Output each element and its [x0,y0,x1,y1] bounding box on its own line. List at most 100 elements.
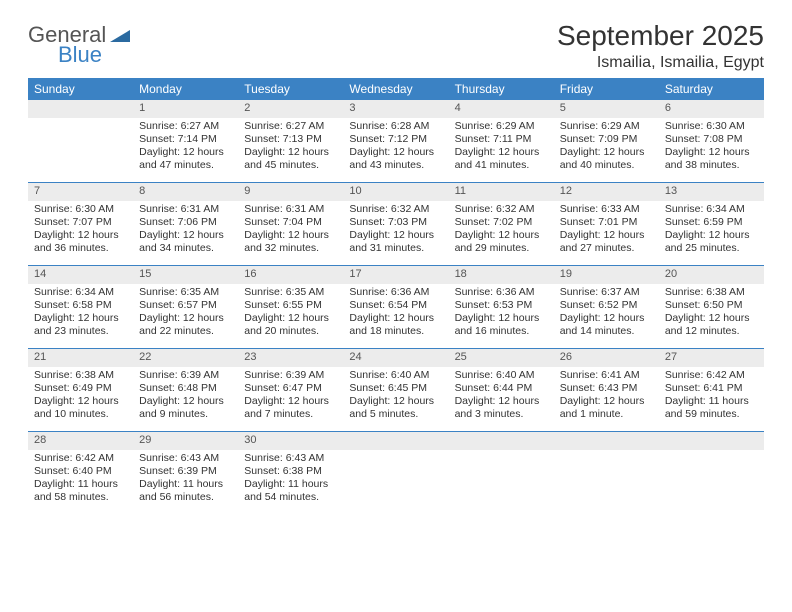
daylight-text: Daylight: 12 hours and 22 minutes. [139,312,232,338]
sunset-text: Sunset: 7:06 PM [139,216,232,229]
daylight-text: Daylight: 12 hours and 43 minutes. [349,146,442,172]
day-info: Sunrise: 6:37 AMSunset: 6:52 PMDaylight:… [554,284,659,345]
day-cell: 24Sunrise: 6:40 AMSunset: 6:45 PMDayligh… [343,349,448,431]
day-cell: 6Sunrise: 6:30 AMSunset: 7:08 PMDaylight… [659,100,764,182]
day-info: Sunrise: 6:27 AMSunset: 7:13 PMDaylight:… [238,118,343,179]
day-info: Sunrise: 6:36 AMSunset: 6:53 PMDaylight:… [449,284,554,345]
day-info: Sunrise: 6:32 AMSunset: 7:03 PMDaylight:… [343,201,448,262]
day-number [449,432,554,450]
sunset-text: Sunset: 7:04 PM [244,216,337,229]
day-info: Sunrise: 6:31 AMSunset: 7:04 PMDaylight:… [238,201,343,262]
day-number: 19 [554,266,659,284]
sunrise-text: Sunrise: 6:33 AM [560,203,653,216]
calendar-page: General Blue September 2025 Ismailia, Is… [0,0,792,534]
day-cell: 26Sunrise: 6:41 AMSunset: 6:43 PMDayligh… [554,349,659,431]
day-info: Sunrise: 6:42 AMSunset: 6:40 PMDaylight:… [28,450,133,511]
day-cell: 4Sunrise: 6:29 AMSunset: 7:11 PMDaylight… [449,100,554,182]
day-number: 12 [554,183,659,201]
day-cell: 21Sunrise: 6:38 AMSunset: 6:49 PMDayligh… [28,349,133,431]
day-number: 25 [449,349,554,367]
day-info: Sunrise: 6:29 AMSunset: 7:09 PMDaylight:… [554,118,659,179]
daylight-text: Daylight: 12 hours and 38 minutes. [665,146,758,172]
weekday-label: Tuesday [238,78,343,100]
day-number: 5 [554,100,659,118]
sunset-text: Sunset: 6:58 PM [34,299,127,312]
week-row: 21Sunrise: 6:38 AMSunset: 6:49 PMDayligh… [28,349,764,432]
weekday-label: Sunday [28,78,133,100]
day-number: 22 [133,349,238,367]
sunset-text: Sunset: 6:52 PM [560,299,653,312]
brand-word2: Blue [58,44,130,66]
brand-text: General Blue [28,24,130,66]
day-cell: 13Sunrise: 6:34 AMSunset: 6:59 PMDayligh… [659,183,764,265]
day-number: 30 [238,432,343,450]
day-info: Sunrise: 6:38 AMSunset: 6:49 PMDaylight:… [28,367,133,428]
sunrise-text: Sunrise: 6:43 AM [244,452,337,465]
day-info: Sunrise: 6:36 AMSunset: 6:54 PMDaylight:… [343,284,448,345]
day-number: 29 [133,432,238,450]
sunrise-text: Sunrise: 6:37 AM [560,286,653,299]
week-row: 7Sunrise: 6:30 AMSunset: 7:07 PMDaylight… [28,183,764,266]
weekday-label: Thursday [449,78,554,100]
day-cell: 18Sunrise: 6:36 AMSunset: 6:53 PMDayligh… [449,266,554,348]
day-number: 13 [659,183,764,201]
day-number: 16 [238,266,343,284]
day-number: 27 [659,349,764,367]
sunset-text: Sunset: 6:50 PM [665,299,758,312]
day-number [554,432,659,450]
day-info: Sunrise: 6:34 AMSunset: 6:58 PMDaylight:… [28,284,133,345]
sunset-text: Sunset: 7:07 PM [34,216,127,229]
sunrise-text: Sunrise: 6:36 AM [349,286,442,299]
sunrise-text: Sunrise: 6:35 AM [244,286,337,299]
day-info: Sunrise: 6:32 AMSunset: 7:02 PMDaylight:… [449,201,554,262]
sunset-text: Sunset: 6:49 PM [34,382,127,395]
day-cell: 19Sunrise: 6:37 AMSunset: 6:52 PMDayligh… [554,266,659,348]
daylight-text: Daylight: 12 hours and 20 minutes. [244,312,337,338]
daylight-text: Daylight: 12 hours and 40 minutes. [560,146,653,172]
day-cell: 3Sunrise: 6:28 AMSunset: 7:12 PMDaylight… [343,100,448,182]
sunrise-text: Sunrise: 6:27 AM [139,120,232,133]
sunrise-text: Sunrise: 6:41 AM [560,369,653,382]
daylight-text: Daylight: 12 hours and 5 minutes. [349,395,442,421]
sunrise-text: Sunrise: 6:27 AM [244,120,337,133]
day-cell [28,100,133,182]
day-number: 2 [238,100,343,118]
day-cell: 8Sunrise: 6:31 AMSunset: 7:06 PMDaylight… [133,183,238,265]
day-number: 14 [28,266,133,284]
daylight-text: Daylight: 12 hours and 25 minutes. [665,229,758,255]
day-info: Sunrise: 6:39 AMSunset: 6:48 PMDaylight:… [133,367,238,428]
daylight-text: Daylight: 11 hours and 59 minutes. [665,395,758,421]
sunrise-text: Sunrise: 6:28 AM [349,120,442,133]
daylight-text: Daylight: 12 hours and 12 minutes. [665,312,758,338]
daylight-text: Daylight: 12 hours and 3 minutes. [455,395,548,421]
day-number: 15 [133,266,238,284]
day-number: 7 [28,183,133,201]
day-info: Sunrise: 6:30 AMSunset: 7:07 PMDaylight:… [28,201,133,262]
sunset-text: Sunset: 6:44 PM [455,382,548,395]
weekday-label: Monday [133,78,238,100]
sunrise-text: Sunrise: 6:29 AM [455,120,548,133]
day-number: 26 [554,349,659,367]
day-cell: 5Sunrise: 6:29 AMSunset: 7:09 PMDaylight… [554,100,659,182]
day-cell: 25Sunrise: 6:40 AMSunset: 6:44 PMDayligh… [449,349,554,431]
day-cell [343,432,448,514]
day-cell: 30Sunrise: 6:43 AMSunset: 6:38 PMDayligh… [238,432,343,514]
day-info: Sunrise: 6:34 AMSunset: 6:59 PMDaylight:… [659,201,764,262]
daylight-text: Daylight: 12 hours and 34 minutes. [139,229,232,255]
sunset-text: Sunset: 6:53 PM [455,299,548,312]
sunrise-text: Sunrise: 6:42 AM [665,369,758,382]
day-number [343,432,448,450]
sunrise-text: Sunrise: 6:43 AM [139,452,232,465]
daylight-text: Daylight: 12 hours and 32 minutes. [244,229,337,255]
day-cell [554,432,659,514]
day-cell: 1Sunrise: 6:27 AMSunset: 7:14 PMDaylight… [133,100,238,182]
day-info: Sunrise: 6:38 AMSunset: 6:50 PMDaylight:… [659,284,764,345]
sunrise-text: Sunrise: 6:42 AM [34,452,127,465]
daylight-text: Daylight: 12 hours and 41 minutes. [455,146,548,172]
sunrise-text: Sunrise: 6:35 AM [139,286,232,299]
day-cell: 7Sunrise: 6:30 AMSunset: 7:07 PMDaylight… [28,183,133,265]
day-info: Sunrise: 6:28 AMSunset: 7:12 PMDaylight:… [343,118,448,179]
sunset-text: Sunset: 7:02 PM [455,216,548,229]
day-number: 3 [343,100,448,118]
sunset-text: Sunset: 7:11 PM [455,133,548,146]
